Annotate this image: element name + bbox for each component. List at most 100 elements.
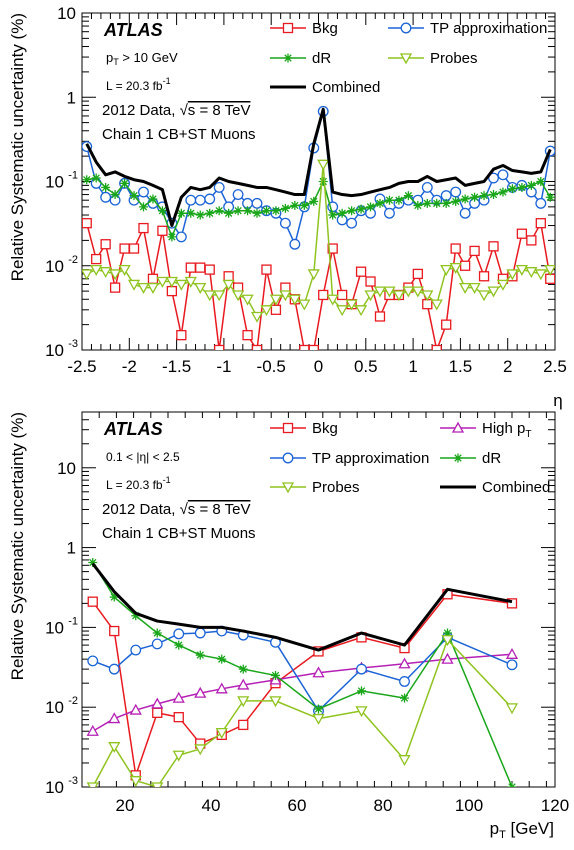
circle-marker <box>204 193 216 205</box>
legend: Bkg TP approximation dR Probes Combined <box>270 20 547 96</box>
circle-marker <box>251 197 263 209</box>
legend-label: Bkg <box>312 420 338 437</box>
luminosity-label: L = 20.3 fb-1 <box>106 76 171 93</box>
triangle-down-marker <box>203 290 216 302</box>
legend-label: Bkg <box>312 20 338 37</box>
triangle-down-marker <box>172 750 185 762</box>
square-marker <box>223 271 234 282</box>
triangle-down-marker <box>109 269 122 281</box>
triangle-down-marker <box>345 299 358 311</box>
circle-marker <box>506 659 518 671</box>
legend-label: dR <box>312 50 331 67</box>
star-marker <box>88 558 98 568</box>
square-marker <box>459 260 471 271</box>
y-tick-exponent: -1 <box>68 170 78 182</box>
circle-marker <box>400 22 412 34</box>
star-marker <box>375 198 385 208</box>
square-marker <box>365 276 376 287</box>
star-marker <box>347 206 357 216</box>
triangle-down-marker <box>146 282 160 294</box>
y-axis-label: Relative Systematic uncertainty (%) <box>8 412 27 680</box>
triangle-down-marker <box>213 290 226 302</box>
square-marker <box>173 712 184 723</box>
triangle-down-marker <box>241 294 254 306</box>
square-marker <box>478 271 490 282</box>
square-marker <box>412 268 423 280</box>
triangle-down-marker <box>506 269 519 281</box>
data-label-a: 2012 Data, <box>102 501 180 518</box>
square-marker <box>100 239 111 250</box>
star-marker <box>167 232 177 242</box>
triangle-down-marker <box>468 282 481 294</box>
square-marker <box>374 311 386 322</box>
triangle-up-marker <box>215 682 228 694</box>
triangle-up-marker <box>441 652 454 664</box>
y-tick-exponent: -1 <box>68 615 78 627</box>
square-marker <box>431 344 442 350</box>
circle-marker <box>175 231 187 243</box>
star-marker <box>451 196 461 206</box>
chart-panel-1: -2.5 -2 -1.5 -1 -0.5 0 0.5 1 1.5 2 2.5 10 1 10 -1 10 -2 1… <box>8 4 567 410</box>
triangle-down-marker <box>515 264 528 276</box>
square-marker <box>506 598 518 609</box>
square-marker <box>355 266 367 277</box>
sqrt-sign: √ <box>180 501 189 518</box>
triangle-down-marker <box>525 267 538 279</box>
triangle-down-marker <box>175 279 188 291</box>
star-marker <box>186 208 196 218</box>
triangle-down-marker <box>364 290 377 302</box>
series-combined <box>85 107 552 228</box>
triangle-down-marker <box>326 294 339 306</box>
star-marker <box>261 206 271 216</box>
series-combined <box>91 562 513 652</box>
chain-label: Chain 1 CB+ST Muons <box>102 525 256 542</box>
data-label-b: s = 8 TeV <box>188 102 251 119</box>
star-marker <box>101 182 111 192</box>
square-marker <box>157 225 168 236</box>
circle-marker <box>130 644 142 656</box>
square-marker <box>195 262 206 273</box>
square-marker <box>238 719 249 731</box>
triangle-down-marker <box>373 286 387 298</box>
legend-label: Combined <box>312 79 380 96</box>
series-tp-approximation <box>87 625 518 717</box>
y-tick-label: 10 <box>45 257 64 276</box>
star-marker <box>318 177 328 186</box>
square-marker <box>469 245 480 257</box>
x-tick-label: -2.5 <box>67 357 96 376</box>
legend-label: Probes <box>430 50 478 67</box>
x-tick-label: 2.5 <box>543 357 567 376</box>
legend-item: Combined <box>440 479 550 496</box>
star-marker <box>120 178 130 188</box>
star-marker <box>176 208 186 218</box>
square-marker <box>526 235 537 246</box>
y-tick-label: 1 <box>67 88 76 107</box>
star-marker <box>384 195 394 205</box>
triangle-down-marker <box>440 264 453 276</box>
triangle-down-marker <box>237 696 250 708</box>
triangle-down-marker <box>90 264 103 276</box>
star-marker <box>356 204 366 214</box>
triangle-down-marker <box>399 53 413 65</box>
triangle-down-marker <box>99 267 112 279</box>
triangle-down-marker <box>383 286 396 298</box>
x-tick-label: 100 <box>455 796 483 815</box>
legend-item: High pT <box>440 420 531 440</box>
triangle-down-marker <box>354 305 368 317</box>
atlas-label: ATLAS <box>103 20 163 40</box>
series-line <box>85 107 552 228</box>
luminosity-label: L = 20.3 fb-1 <box>106 475 171 492</box>
star-marker <box>138 202 148 212</box>
legend-label: Combined <box>482 479 550 496</box>
triangle-down-marker <box>392 290 406 302</box>
triangle-down-marker <box>534 269 547 281</box>
legend-item: Bkg <box>270 420 338 437</box>
star-marker <box>441 198 451 208</box>
star-marker <box>280 203 290 213</box>
star-marker <box>536 177 546 186</box>
triangle-down-marker <box>402 286 415 298</box>
square-marker <box>91 253 102 265</box>
triangle-down-marker <box>317 159 330 171</box>
triangle-down-marker <box>82 269 93 281</box>
